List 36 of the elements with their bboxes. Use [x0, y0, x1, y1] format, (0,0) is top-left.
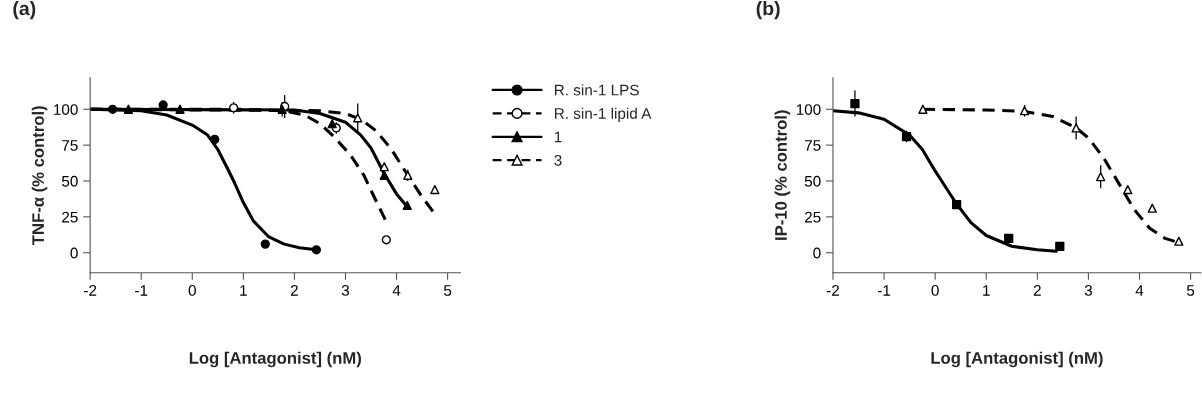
x-tick-label: 0 — [931, 285, 939, 296]
x-tick-label: 0 — [188, 285, 196, 296]
y-tick-label: 75 — [804, 140, 821, 151]
x-tick-label: 4 — [392, 285, 401, 296]
y-tick-label: 0 — [70, 247, 78, 259]
x-tick-label: 5 — [1186, 285, 1195, 296]
y-tick-label: 100 — [54, 104, 78, 115]
x-tick-label: 3 — [341, 285, 350, 296]
legend-label: 1 — [554, 131, 562, 143]
y-tick-label: 75 — [62, 140, 78, 151]
y-tick-label: 100 — [796, 104, 821, 115]
x-tick-label: -2 — [826, 285, 840, 296]
x-tick-label: 2 — [1033, 285, 1041, 296]
y-tick-label: 50 — [804, 175, 821, 187]
x-tick-label: -2 — [84, 285, 97, 296]
y-tick-label: 25 — [62, 211, 78, 223]
legend-label: R. sin-1 lipid A — [554, 107, 652, 122]
y-axis-title: IP-10 (% control) — [774, 110, 791, 240]
x-axis-title: Log [Antagonist] (nM) — [931, 351, 1103, 368]
x-tick-label: 2 — [290, 285, 298, 296]
x-tick-label: 1 — [983, 285, 990, 296]
x-tick-label: 3 — [1084, 285, 1092, 296]
legend-label: 3 — [554, 154, 562, 166]
y-tick-label: 0 — [813, 247, 821, 259]
chart-title: (a) — [13, 1, 36, 20]
y-tick-label: 25 — [804, 211, 821, 223]
y-tick-label: 50 — [61, 175, 78, 187]
x-tick-label: -1 — [135, 285, 148, 296]
x-tick-label: 4 — [1135, 285, 1144, 296]
chart-title: (b) — [756, 1, 780, 20]
x-axis-title: Log [Antagonist] (nM) — [189, 351, 361, 368]
x-tick-label: 1 — [240, 285, 247, 296]
x-tick-label: -1 — [877, 285, 891, 296]
x-tick-label: 5 — [443, 285, 452, 296]
legend-label: R. sin-1 LPS — [554, 84, 639, 96]
y-axis-title: TNF-α (% control) — [31, 106, 48, 245]
